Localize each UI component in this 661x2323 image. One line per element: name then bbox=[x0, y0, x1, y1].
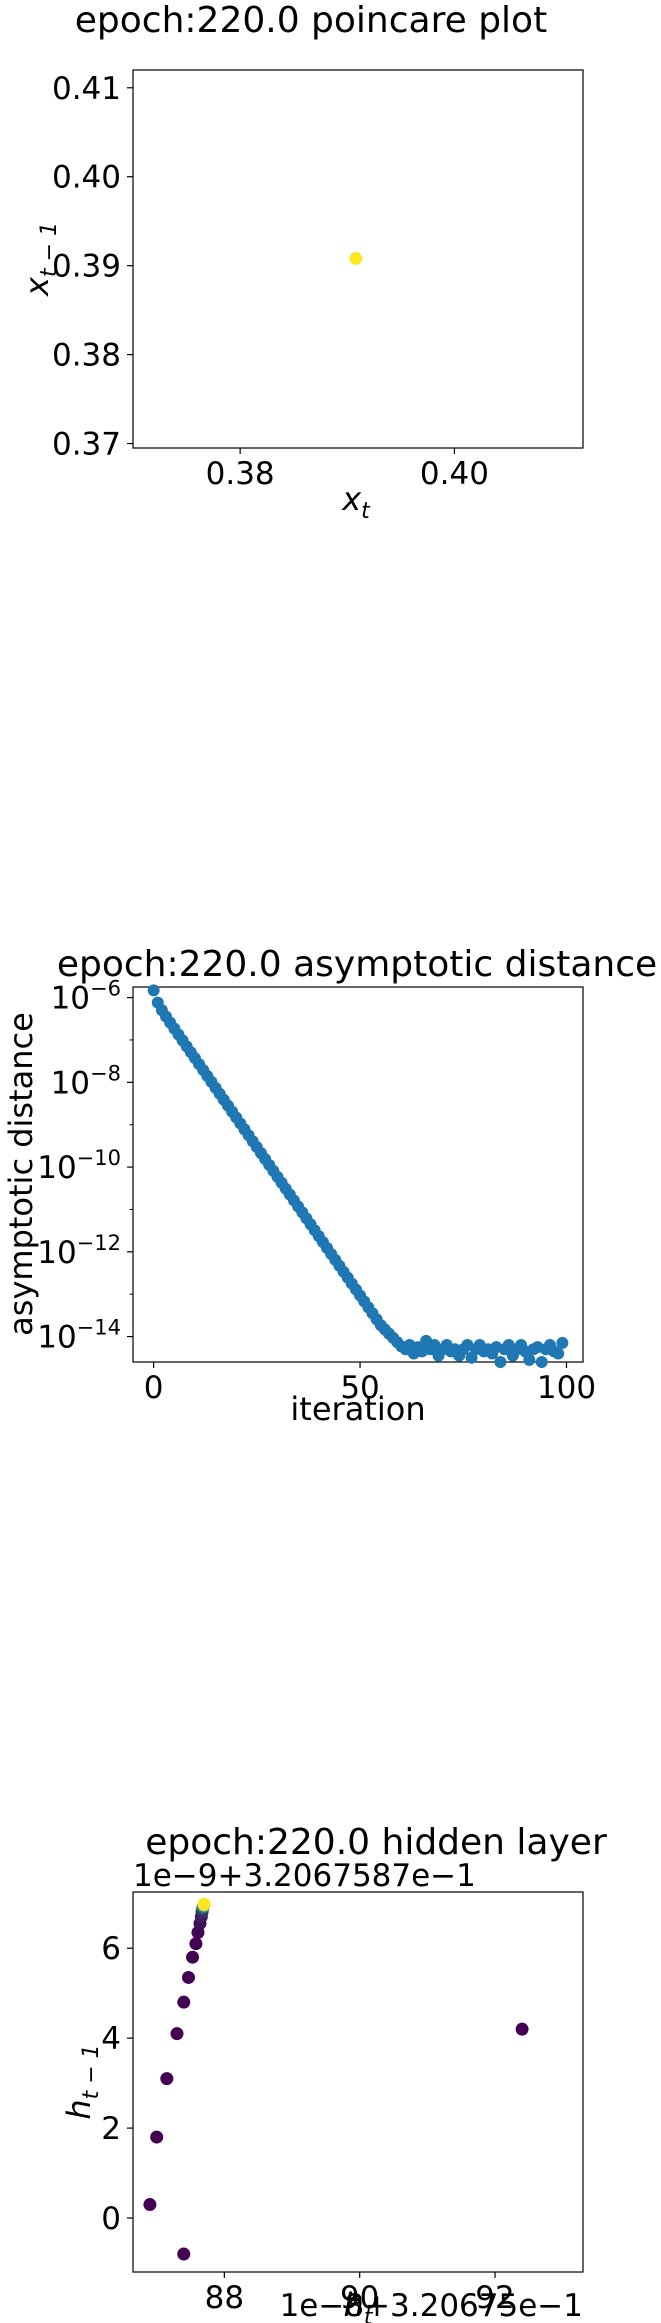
chart-title: epoch:220.0 hidden layer bbox=[145, 1822, 607, 1863]
hidden-layer-chart: epoch:220.0 hidden layer 1e−9+3.2067587e… bbox=[60, 1822, 607, 2323]
scatter-point bbox=[147, 984, 160, 997]
x-tick-label: 88 bbox=[205, 2280, 244, 2316]
x-tick-label: 100 bbox=[537, 1370, 596, 1406]
y-axis-label: xt − 1 bbox=[18, 222, 62, 297]
plot-area bbox=[132, 1891, 584, 2273]
axis-ticks: 88 90 92 0 2 4 6 bbox=[101, 1931, 514, 2316]
scatter-point bbox=[177, 1995, 191, 2009]
y-tick-label: 10−14 bbox=[37, 1316, 121, 1356]
scatter-point bbox=[515, 2022, 529, 2036]
y-tick-label: 0.38 bbox=[52, 338, 121, 374]
y-tick-exponent: −10 bbox=[77, 1146, 121, 1170]
y-tick-base: 10 bbox=[51, 981, 90, 1017]
x-tick-label: 0 bbox=[144, 1370, 164, 1406]
chart-title: epoch:220.0 asymptotic distance bbox=[57, 944, 657, 985]
y-tick-base: 10 bbox=[51, 1065, 90, 1101]
scatter-point bbox=[150, 2130, 164, 2144]
y-tick-exponent: −14 bbox=[77, 1316, 121, 1340]
y-tick-exponent: −6 bbox=[90, 977, 121, 1001]
scatter-point bbox=[494, 1356, 507, 1368]
x-tick-label: 0.40 bbox=[420, 456, 489, 492]
y-tick-label: 2 bbox=[101, 2111, 121, 2147]
scatter-point bbox=[160, 2072, 174, 2086]
axis-ticks: 0.38 0.40 0.37 0.38 0.39 0.40 0.41 bbox=[52, 71, 489, 492]
chart-title: epoch:220.0 poincare plot bbox=[75, 0, 547, 41]
data-points bbox=[143, 1897, 529, 2261]
x-tick-label: 90 bbox=[340, 2280, 379, 2316]
y-tick-label: 0.40 bbox=[52, 160, 121, 196]
scatter-point bbox=[181, 1970, 195, 1984]
scatter-point bbox=[349, 252, 363, 266]
plot-area bbox=[132, 69, 584, 449]
y-tick-exponent: −12 bbox=[77, 1231, 121, 1255]
y-axis-label: asymptotic distance bbox=[2, 1012, 40, 1336]
y-axis-label: ht − 1 bbox=[60, 2044, 104, 2119]
y-tick-label: 10−8 bbox=[51, 1061, 121, 1101]
x-tick-label: 50 bbox=[340, 1370, 379, 1406]
y-tick-label: 10−6 bbox=[51, 977, 121, 1017]
y-tick-base: 10 bbox=[37, 1235, 76, 1271]
x-axis-label: iteration bbox=[290, 1390, 425, 1428]
y-tick-label: 4 bbox=[101, 2021, 121, 2057]
y-offset-text: 1e−9+3.2067587e−1 bbox=[133, 1858, 476, 1894]
y-tick-label: 0.39 bbox=[52, 249, 121, 285]
poincare-plot-chart: epoch:220.0 poincare plot 0.38 0.400.370.… bbox=[18, 0, 584, 524]
plot-area bbox=[132, 986, 584, 1363]
x-axis-label: xt bbox=[341, 480, 371, 524]
scatter-point bbox=[189, 1937, 203, 1951]
scatter-point bbox=[186, 1950, 200, 1964]
y-tick-exponent: −8 bbox=[90, 1061, 121, 1085]
scatter-point bbox=[556, 1336, 569, 1349]
y-tick-label: 0 bbox=[101, 2201, 121, 2237]
asymptotic-distance-chart: epoch:220.0 asymptotic distance 0 50 100 10… bbox=[2, 944, 657, 1428]
x-tick-label: 0.38 bbox=[206, 456, 275, 492]
scatter-point bbox=[143, 2198, 157, 2212]
scatter-point bbox=[197, 1897, 211, 1911]
data-points bbox=[147, 984, 569, 1368]
y-tick-label: 10−12 bbox=[37, 1231, 121, 1271]
scatter-point bbox=[552, 1347, 565, 1360]
y-tick-label: 0.41 bbox=[52, 71, 121, 107]
y-tick-base: 10 bbox=[37, 1320, 76, 1356]
x-tick-label: 92 bbox=[475, 2280, 514, 2316]
scatter-point bbox=[177, 2247, 191, 2261]
scatter-point bbox=[170, 2027, 184, 2041]
scatter-point bbox=[523, 1353, 536, 1366]
data-points bbox=[349, 252, 363, 266]
x-offset-text: 1e−8+3.20675e−1 bbox=[280, 2288, 583, 2323]
y-tick-label: 0.37 bbox=[52, 427, 121, 463]
y-tick-label: 6 bbox=[101, 1931, 121, 1967]
y-tick-base: 10 bbox=[37, 1150, 76, 1186]
y-tick-label: 10−10 bbox=[37, 1146, 121, 1186]
scatter-point bbox=[535, 1356, 548, 1368]
